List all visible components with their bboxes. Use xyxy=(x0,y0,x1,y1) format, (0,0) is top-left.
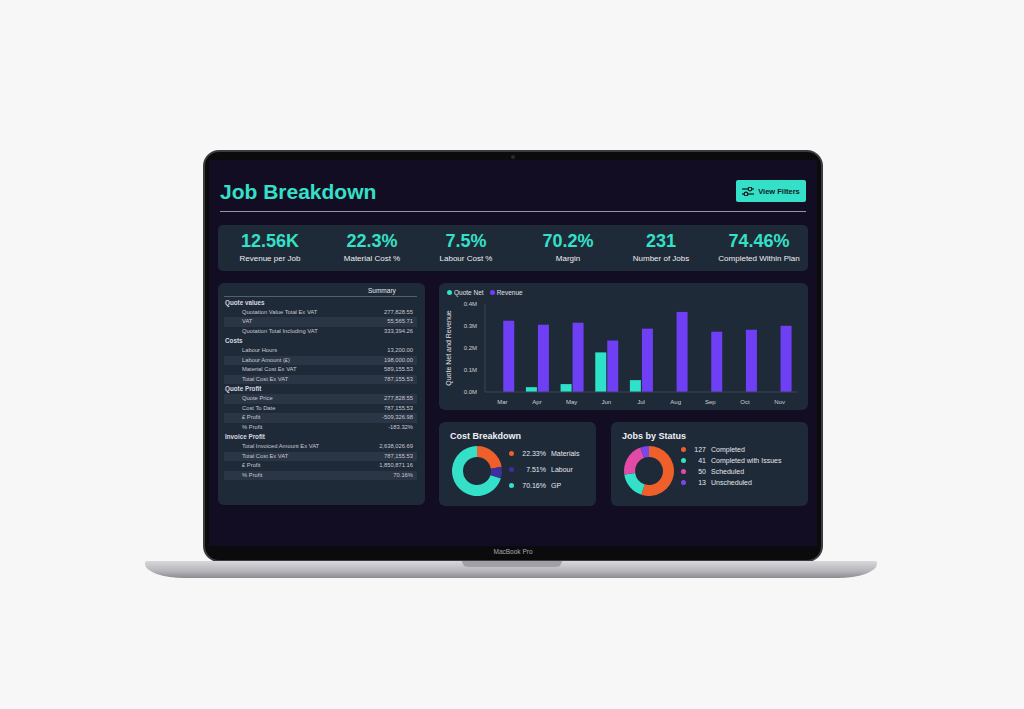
html-text:277,828.55: 277,828.55 xyxy=(384,308,413,315)
html-text:Revenue: Revenue xyxy=(496,289,523,296)
html-text:55,565.71: 55,565.71 xyxy=(387,318,413,325)
html-text:127: 127 xyxy=(694,446,706,453)
html-text:Completed with Issues: Completed with Issues xyxy=(711,457,782,464)
html-text:333,394.26: 333,394.26 xyxy=(384,327,413,334)
html-text:% Profit: % Profit xyxy=(242,423,263,430)
html-text:7.5%: 7.5% xyxy=(445,231,487,251)
html-text:Jobs by Status: Jobs by Status xyxy=(622,431,686,441)
html-text:41: 41 xyxy=(698,457,706,464)
html-text:Labour Cost %: Labour Cost % xyxy=(439,254,493,263)
html-text:Cost To Date: Cost To Date xyxy=(242,404,276,411)
svg-text:Apr: Apr xyxy=(532,399,541,405)
html-text:70.16%: 70.16% xyxy=(522,482,546,489)
html-text:2,638,026.69: 2,638,026.69 xyxy=(379,442,413,449)
html-text:Costs: Costs xyxy=(225,337,243,345)
html-text:50: 50 xyxy=(698,468,706,475)
html-text:277,828.55: 277,828.55 xyxy=(384,394,413,401)
svg-text:Sep: Sep xyxy=(705,399,716,405)
svg-text:0.2M: 0.2M xyxy=(464,345,477,351)
html-text:Quote values: Quote values xyxy=(225,299,265,306)
html-text:Material Cost Ex VAT: Material Cost Ex VAT xyxy=(242,366,297,373)
html-text:Invoice Profit: Invoice Profit xyxy=(225,433,265,441)
svg-text:Nov: Nov xyxy=(774,399,785,405)
html-text:£ Profit: £ Profit xyxy=(242,414,261,421)
html-text:7.51%: 7.51% xyxy=(526,466,546,473)
html-text:70.2%: 70.2% xyxy=(542,231,594,251)
svg-text:Quote Net and Revenue: Quote Net and Revenue xyxy=(445,310,453,386)
html-text:Material Cost %: Material Cost % xyxy=(343,254,401,263)
html-text:1,850,871.16: 1,850,871.16 xyxy=(379,462,413,469)
svg-text:0.0M: 0.0M xyxy=(464,389,477,395)
svg-text:Jul: Jul xyxy=(637,399,645,405)
html-text:Summary: Summary xyxy=(368,287,396,294)
html-text:Job Breakdown: Job Breakdown xyxy=(220,180,377,203)
html-text:Total Cost Ex VAT: Total Cost Ex VAT xyxy=(242,452,289,459)
html-text:Materials: Materials xyxy=(551,450,580,457)
html-text:787,155.53: 787,155.53 xyxy=(384,375,413,382)
html-text:70.16%: 70.16% xyxy=(393,471,413,478)
html-text:231: 231 xyxy=(646,231,676,251)
svg-text:Mar: Mar xyxy=(497,399,507,405)
svg-text:Aug: Aug xyxy=(670,399,681,405)
html-text:13: 13 xyxy=(698,479,706,486)
html-text:Labour Amount (£): Labour Amount (£) xyxy=(242,356,290,363)
html-text:Completed: Completed xyxy=(711,446,745,453)
html-text:74.46%: 74.46% xyxy=(728,231,790,251)
svg-text:Oct: Oct xyxy=(740,399,750,405)
html-text:Completed Within Plan: Completed Within Plan xyxy=(718,254,800,263)
html-text:£ Profit: £ Profit xyxy=(242,462,261,469)
svg-text:0.1M: 0.1M xyxy=(464,367,477,373)
html-text:22.3%: 22.3% xyxy=(346,231,398,251)
html-text:% Profit: % Profit xyxy=(242,471,263,478)
html-text:13,200.00: 13,200.00 xyxy=(387,347,413,353)
html-text:Cost Breakdown: Cost Breakdown xyxy=(450,431,521,441)
html-text:Margin: Margin xyxy=(555,254,581,263)
html-text:Quotation Total Including VAT: Quotation Total Including VAT xyxy=(242,327,318,334)
html-text:Quote Price: Quote Price xyxy=(242,394,273,401)
html-text:GP: GP xyxy=(551,482,562,489)
html-text:Total Invoiced Amount Ex VAT: Total Invoiced Amount Ex VAT xyxy=(242,442,320,449)
html-text:VAT: VAT xyxy=(242,318,253,325)
html-text:787,155.53: 787,155.53 xyxy=(384,404,413,411)
html-text:589,155.53: 589,155.53 xyxy=(384,366,413,373)
html-text:Scheduled: Scheduled xyxy=(711,468,745,475)
html-text:Quotation Value Total Ex VAT: Quotation Value Total Ex VAT xyxy=(242,308,318,315)
svg-text:0.3M: 0.3M xyxy=(464,323,477,329)
html-text:MacBook Pro: MacBook Pro xyxy=(493,548,533,555)
html-text:-183.32%: -183.32% xyxy=(388,423,413,430)
html-text:Unscheduled: Unscheduled xyxy=(711,479,752,486)
svg-text:May: May xyxy=(566,399,577,405)
html-text:12.56K: 12.56K xyxy=(241,231,299,251)
svg-text:Jun: Jun xyxy=(601,399,611,405)
html-text:Labour: Labour xyxy=(551,466,573,473)
html-text:787,155.53: 787,155.53 xyxy=(384,452,413,459)
svg-text:0.4M: 0.4M xyxy=(464,301,477,307)
html-text:Total Cost Ex VAT: Total Cost Ex VAT xyxy=(242,375,289,382)
html-text:-509,326.98: -509,326.98 xyxy=(382,414,413,421)
html-text:Quote Profit: Quote Profit xyxy=(225,385,262,393)
html-text:View Filters: View Filters xyxy=(758,186,800,196)
html-text:Number of Jobs: Number of Jobs xyxy=(632,254,690,263)
html-text:198,000.00: 198,000.00 xyxy=(384,356,413,363)
html-text:Revenue per Job: Revenue per Job xyxy=(239,254,301,263)
html-text:22.33%: 22.33% xyxy=(522,450,546,457)
html-text:Labour Hours: Labour Hours xyxy=(242,347,278,353)
html-text:Quote Net: Quote Net xyxy=(454,289,484,296)
